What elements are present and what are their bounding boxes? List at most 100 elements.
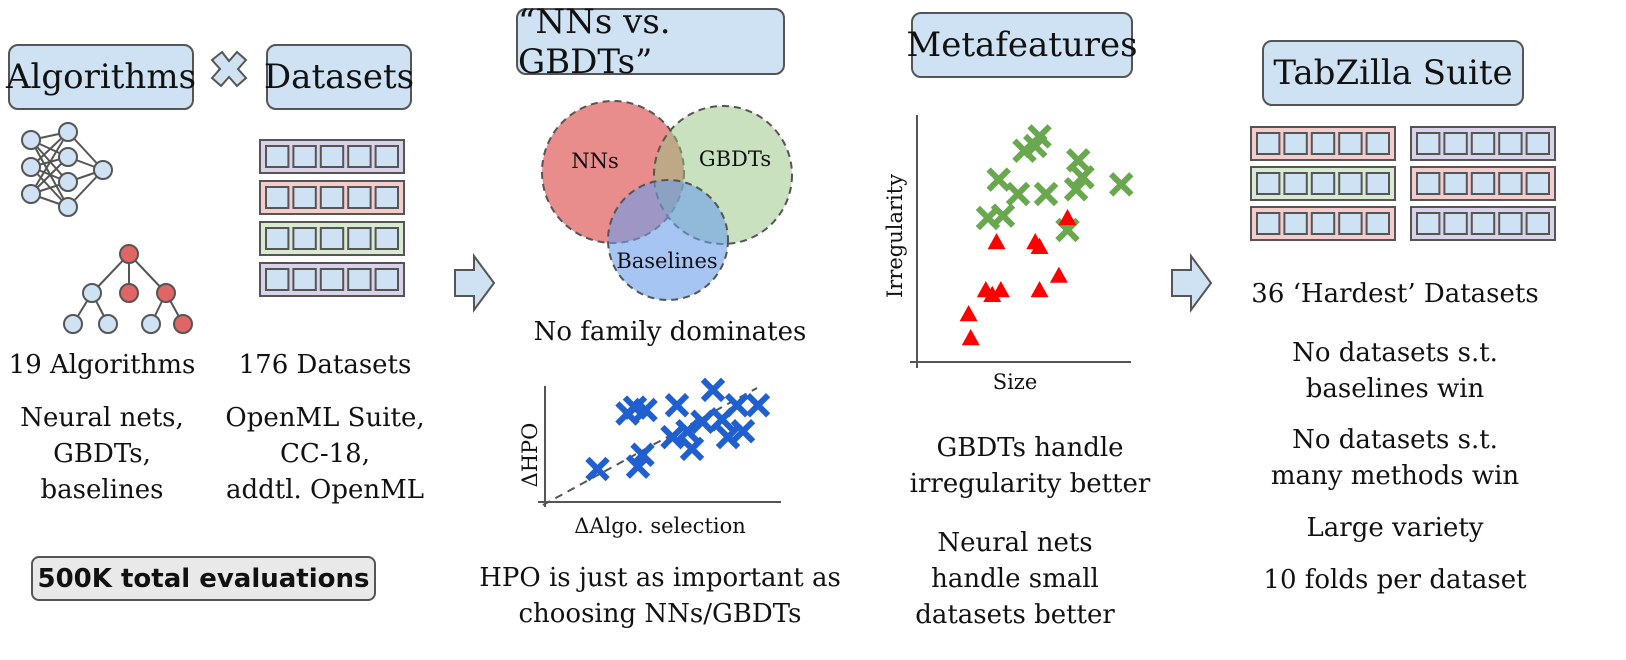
meta-caption-line: datasets better <box>915 600 1115 630</box>
total-evaluations-label: 500K total evaluations <box>37 563 370 594</box>
dataset-row <box>259 139 405 174</box>
scatter-point <box>1066 148 1091 173</box>
suite-bullet-line: baselines win <box>1305 374 1485 404</box>
dataset-row <box>1410 166 1556 201</box>
venn-label-gbdts: GBDTs <box>698 147 772 171</box>
arrow-right-icon <box>1171 252 1213 314</box>
metafeatures-tag: Metafeatures <box>906 12 1138 78</box>
datasets-tag: Datasets <box>263 44 415 110</box>
datasets-label: Datasets <box>263 57 415 97</box>
scatter-point <box>1030 237 1049 254</box>
scatter-point <box>745 392 771 418</box>
scatter-point <box>987 233 1006 250</box>
scatter-point <box>1063 176 1089 202</box>
scatter-point <box>961 329 980 346</box>
scatter-point <box>986 167 1011 192</box>
suite-bullet-line: Large variety <box>1306 513 1484 543</box>
datasets-desc-line: OpenML Suite, <box>225 403 425 433</box>
datasets-count: 176 Datasets <box>238 350 412 380</box>
venn-label-nns: NNs <box>571 149 619 173</box>
scatter-point <box>660 424 685 450</box>
scatter-point <box>664 392 690 418</box>
times-icon <box>210 50 248 88</box>
scatter-point <box>715 424 741 450</box>
scatter-point <box>1027 124 1052 149</box>
scatter-point <box>991 281 1010 298</box>
tabzilla-suite-title: TabZilla Suite <box>1273 53 1513 93</box>
algorithms-count: 19 Algorithms <box>8 350 196 380</box>
suite-bullet-line: 10 folds per dataset <box>1263 565 1527 595</box>
metafeatures-title: Metafeatures <box>906 25 1138 65</box>
meta-scatter-ylabel: Irregularity <box>883 173 907 298</box>
dataset-row <box>259 262 405 297</box>
hpo-caption-line: choosing NNs/GBDTs <box>518 599 802 629</box>
hpo-scatter-points <box>585 377 771 482</box>
dataset-row <box>1410 126 1556 161</box>
meta-caption-1: GBDTs handle irregularity better <box>900 430 1160 502</box>
nns-vs-gbdts-tag: “NNs vs. GBDTs” <box>516 2 785 82</box>
scatter-point <box>1005 181 1031 207</box>
algorithms-desc-line: Neural nets, <box>20 403 184 433</box>
scatter-point <box>1049 266 1068 283</box>
scatter-point <box>990 203 1016 228</box>
algorithms-desc: Neural nets, GBDTs, baselines <box>0 400 204 508</box>
scatter-point <box>690 409 715 435</box>
suite-bullet: No datasets s.t. many methods win <box>1255 422 1535 494</box>
meta-scatter-xlabel: Size <box>992 370 1038 394</box>
venn-caption: No family dominates <box>533 317 807 347</box>
dataset-row <box>1250 126 1396 161</box>
scatter-point <box>630 442 655 468</box>
suite-datasets-icon <box>1250 126 1556 241</box>
algorithms-tag: Algorithms <box>5 44 197 110</box>
scatter-point <box>983 285 1002 302</box>
meta-caption-line: GBDTs handle <box>936 433 1124 463</box>
meta-scatter-axes <box>910 115 1131 368</box>
scatter-point <box>633 397 658 423</box>
dataset-row <box>1250 166 1396 201</box>
meta-caption-line: handle small <box>931 564 1099 594</box>
hpo-scatter-xlabel: ΔAlgo. selection <box>574 514 746 538</box>
suite-bullet: No datasets s.t. baselines win <box>1255 335 1535 407</box>
scatter-point <box>1030 281 1049 298</box>
suite-bullet: Large variety <box>1255 510 1535 546</box>
tabzilla-suite-tag: TabZilla Suite <box>1262 40 1524 106</box>
meta-scatter-points <box>959 124 1134 346</box>
scatter-point <box>730 418 756 444</box>
suite-bullet: 10 folds per dataset <box>1245 562 1545 598</box>
nns-vs-gbdts-title: “NNs vs. GBDTs” <box>518 1 671 82</box>
scatter-point <box>1070 164 1095 190</box>
dataset-row <box>1250 206 1396 241</box>
dataset-row <box>1410 206 1556 241</box>
algorithms-label: Algorithms <box>5 57 197 97</box>
scatter-point <box>959 305 978 322</box>
venn-diagram <box>541 100 793 301</box>
algorithms-desc-line: GBDTs, <box>53 439 151 469</box>
scatter-point <box>585 456 610 482</box>
hpo-caption-line: HPO is just as important as <box>479 563 841 593</box>
datasets-table-icon <box>259 139 405 297</box>
suite-bullet-line: No datasets s.t. <box>1292 338 1498 368</box>
meta-caption-2: Neural nets handle small datasets better <box>900 525 1130 633</box>
neural-network-icon <box>21 122 113 217</box>
algorithms-desc-line: baselines <box>40 475 164 505</box>
hpo-scatter-ylabel: ΔHPO <box>518 422 542 488</box>
dataset-row <box>259 180 405 215</box>
scatter-point <box>1109 172 1134 197</box>
scatter-point <box>1033 181 1059 207</box>
hpo-scatter-axes <box>538 386 781 507</box>
suite-bullet-line: many methods win <box>1270 461 1520 491</box>
hpo-scatter-caption: HPO is just as important as choosing NNs… <box>470 560 850 632</box>
datasets-desc-line: CC-18, <box>280 439 370 469</box>
datasets-desc-line: addtl. OpenML <box>225 475 425 505</box>
datasets-desc: OpenML Suite, CC-18, addtl. OpenML <box>220 400 430 508</box>
venn-label-baselines: Baselines <box>616 249 718 273</box>
suite-hardest-datasets: 36 ‘Hardest’ Datasets <box>1251 279 1539 309</box>
scatter-point <box>675 418 700 444</box>
suite-bullet-line: No datasets s.t. <box>1292 425 1498 455</box>
total-evaluations-badge: 500K total evaluations <box>31 556 376 601</box>
meta-caption-line: Neural nets <box>937 528 1093 558</box>
dataset-row <box>259 221 405 256</box>
arrow-right-icon <box>454 252 496 314</box>
scatter-point <box>724 392 750 418</box>
